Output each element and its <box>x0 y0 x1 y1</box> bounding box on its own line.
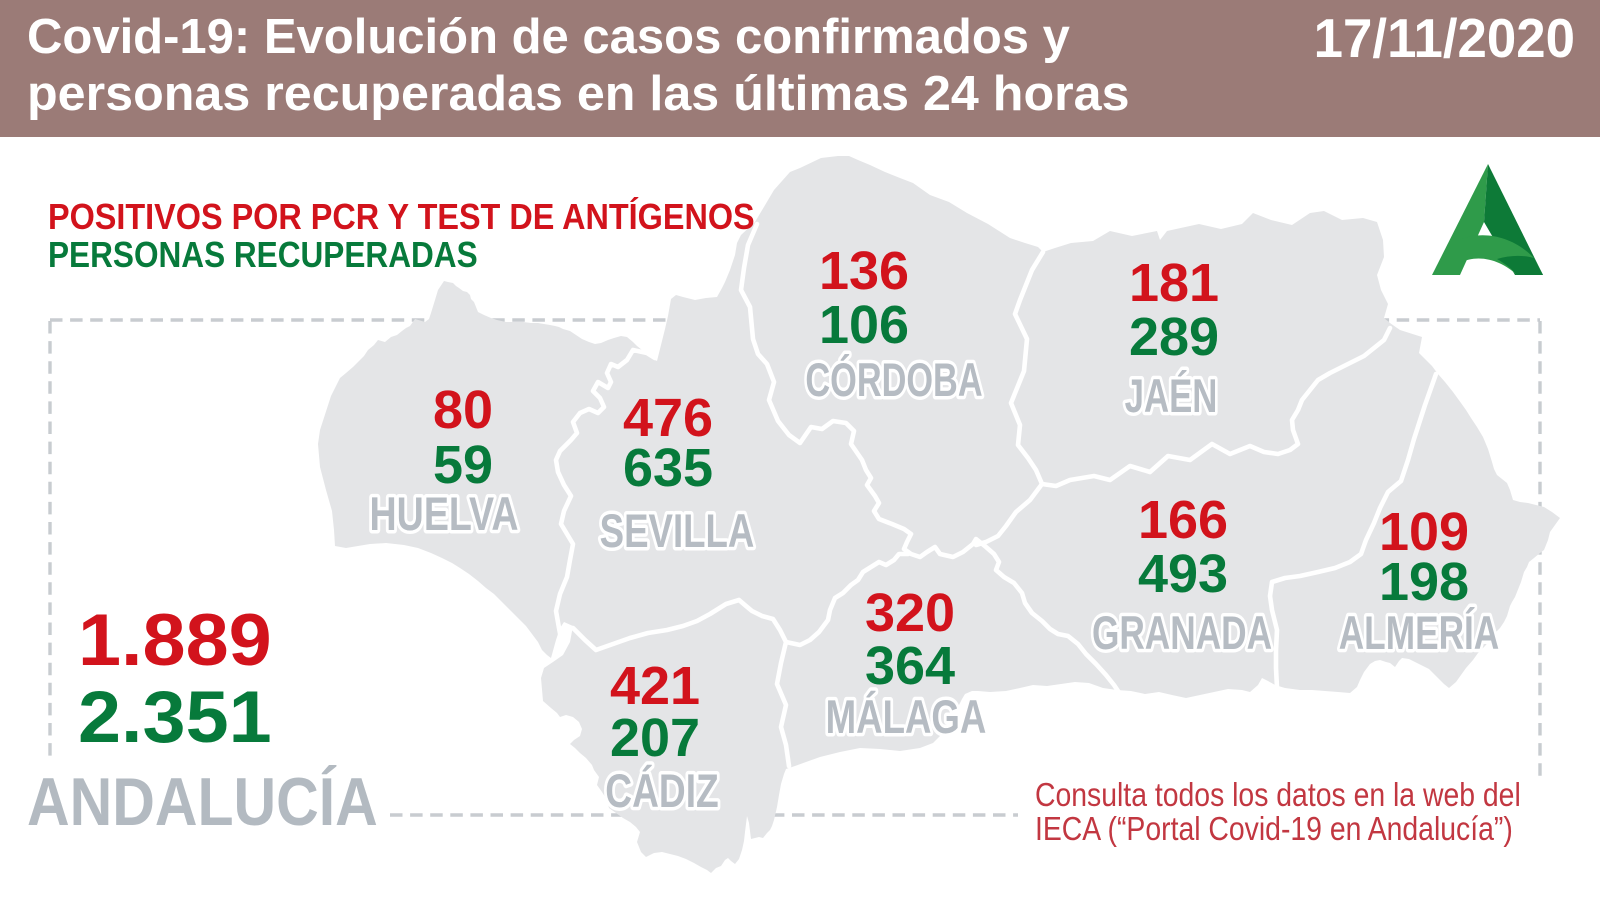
svg-text:MÁLAGA: MÁLAGA <box>826 691 987 743</box>
svg-text:PERSONAS RECUPERADAS: PERSONAS RECUPERADAS <box>48 235 478 275</box>
svg-text:59: 59 <box>433 435 493 495</box>
svg-text:320: 320 <box>865 583 955 643</box>
svg-text:80: 80 <box>433 380 493 440</box>
svg-text:198: 198 <box>1379 552 1469 612</box>
svg-text:CÁDIZ: CÁDIZ <box>605 765 718 817</box>
svg-text:Covid-19: Evolución de casos c: Covid-19: Evolución de casos confirmados… <box>27 10 1070 64</box>
svg-text:136: 136 <box>819 241 909 301</box>
svg-text:2.351: 2.351 <box>78 676 272 758</box>
svg-text:Consulta todos los datos en la: Consulta todos los datos en la web del <box>1035 776 1521 814</box>
svg-text:476: 476 <box>623 388 713 448</box>
svg-text:ALMERÍA: ALMERÍA <box>1339 606 1500 659</box>
svg-text:JAÉN: JAÉN <box>1125 370 1218 422</box>
svg-text:364: 364 <box>865 636 955 696</box>
svg-text:SEVILLA: SEVILLA <box>600 505 755 557</box>
svg-text:421: 421 <box>610 656 700 716</box>
svg-text:GRANADA: GRANADA <box>1092 606 1272 659</box>
svg-text:1.889: 1.889 <box>78 599 272 681</box>
svg-text:IECA (“Portal Covid-19 en Anda: IECA (“Portal Covid-19 en Andalucía”) <box>1035 810 1513 848</box>
svg-text:17/11/2020: 17/11/2020 <box>1314 8 1575 69</box>
svg-text:166: 166 <box>1138 490 1228 550</box>
svg-text:109: 109 <box>1379 502 1469 562</box>
svg-text:POSITIVOS POR PCR Y TEST DE AN: POSITIVOS POR PCR Y TEST DE ANTÍGENOS <box>48 195 755 237</box>
svg-text:HUELVA: HUELVA <box>370 488 519 541</box>
svg-text:personas recuperadas en las úl: personas recuperadas en las últimas 24 h… <box>27 66 1130 121</box>
svg-text:493: 493 <box>1138 544 1228 604</box>
svg-text:106: 106 <box>819 295 909 355</box>
svg-text:181: 181 <box>1129 253 1219 313</box>
svg-text:635: 635 <box>623 438 713 498</box>
svg-text:289: 289 <box>1129 307 1219 367</box>
svg-text:ANDALUCÍA: ANDALUCÍA <box>27 764 378 840</box>
svg-text:207: 207 <box>610 708 700 768</box>
svg-text:CÓRDOBA: CÓRDOBA <box>805 354 982 407</box>
